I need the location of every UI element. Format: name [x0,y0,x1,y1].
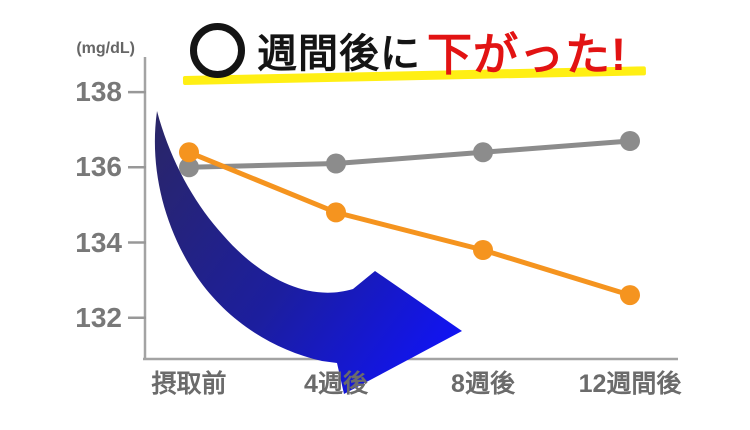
orange-line-point-0 [179,142,199,163]
gray-line-point-1 [326,153,346,174]
x-label-2: 8週後 [451,370,515,398]
orange-line-point-1 [326,202,346,223]
title-text-black: 週間後に [257,32,421,76]
y-tick-label-134: 134 [75,226,122,258]
y-tick-label-136: 136 [75,151,122,183]
orange-line-point-2 [473,240,493,260]
chart-title: 週間後に 下がった! [190,20,627,80]
y-tick-label-132: 132 [75,301,122,333]
gray-line-point-0 [179,157,199,178]
masked-number-circle-icon [190,22,245,78]
series-layer [179,131,640,306]
gray-line-point-2 [473,142,493,163]
gray-line-polyline [188,138,631,170]
x-label-0: 摂取前 [151,370,227,398]
x-label-3: 12週間後 [578,370,682,398]
title-text-red: 下がった! [427,28,627,80]
orange-line-polyline [188,149,631,298]
y-axis-ticks [128,90,146,319]
y-axis-unit-label: (mg/dL) [76,40,135,57]
gray-line-point-3 [620,131,640,151]
x-label-1: 4週後 [304,370,368,398]
down-right-arrow-graphic [154,111,462,394]
y-tick-label-138: 138 [75,76,122,108]
orange-line-point-3 [620,285,640,306]
